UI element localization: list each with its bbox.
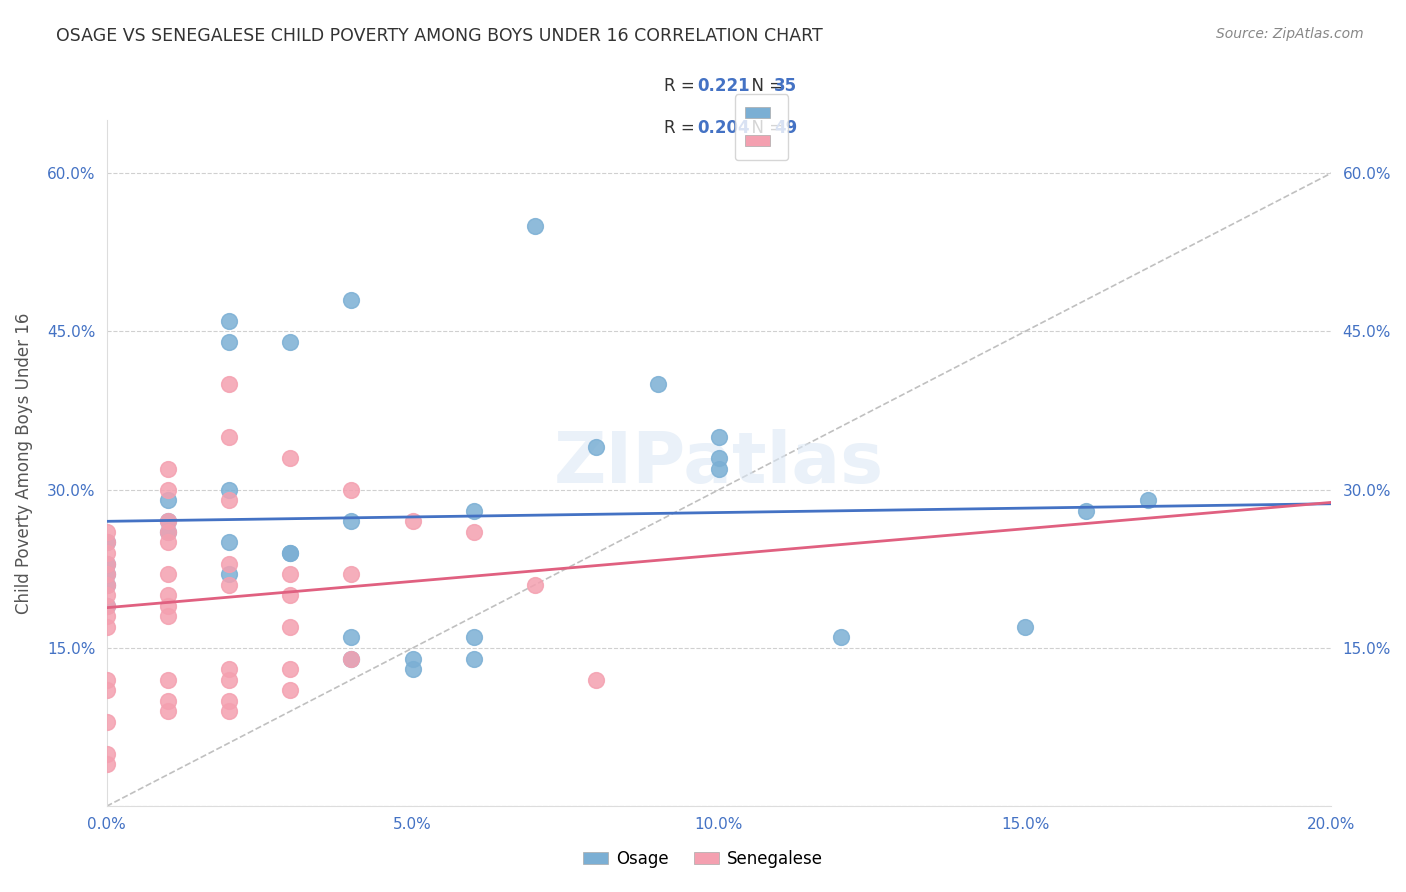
Point — [1136, 493, 1159, 508]
Point — [156, 514, 179, 528]
Point — [218, 483, 240, 497]
Point — [96, 557, 118, 571]
Point — [218, 567, 240, 582]
Point — [156, 704, 179, 718]
Point — [707, 450, 730, 465]
Point — [340, 651, 363, 665]
Point — [218, 694, 240, 708]
Point — [96, 577, 118, 591]
Point — [340, 293, 363, 307]
Point — [463, 504, 485, 518]
Point — [96, 673, 118, 687]
Text: ZIPatlas: ZIPatlas — [554, 429, 884, 498]
Point — [463, 631, 485, 645]
Point — [96, 757, 118, 772]
Point — [96, 599, 118, 613]
Point — [278, 567, 301, 582]
Point — [218, 673, 240, 687]
Point — [218, 535, 240, 549]
Point — [156, 514, 179, 528]
Point — [647, 377, 669, 392]
Point — [218, 704, 240, 718]
Point — [156, 493, 179, 508]
Legend: Osage, Senegalese: Osage, Senegalese — [576, 844, 830, 875]
Point — [96, 567, 118, 582]
Text: 0.204: 0.204 — [697, 119, 749, 136]
Point — [402, 514, 425, 528]
Point — [585, 441, 607, 455]
Point — [278, 683, 301, 698]
Point — [96, 683, 118, 698]
Point — [96, 577, 118, 591]
Point — [402, 651, 425, 665]
Point — [707, 430, 730, 444]
Point — [218, 493, 240, 508]
Point — [340, 483, 363, 497]
Point — [278, 546, 301, 560]
Point — [278, 546, 301, 560]
Text: R =: R = — [664, 119, 700, 136]
Text: OSAGE VS SENEGALESE CHILD POVERTY AMONG BOYS UNDER 16 CORRELATION CHART: OSAGE VS SENEGALESE CHILD POVERTY AMONG … — [56, 27, 823, 45]
Point — [156, 694, 179, 708]
Point — [218, 577, 240, 591]
Point — [524, 219, 547, 233]
Point — [218, 334, 240, 349]
Point — [96, 557, 118, 571]
Point — [278, 334, 301, 349]
Text: 0.221: 0.221 — [697, 78, 749, 95]
Point — [96, 546, 118, 560]
Point — [524, 577, 547, 591]
Point — [96, 747, 118, 761]
Point — [278, 620, 301, 634]
Point — [96, 620, 118, 634]
Point — [278, 662, 301, 676]
Point — [96, 535, 118, 549]
Point — [340, 567, 363, 582]
Point — [278, 450, 301, 465]
Text: R =: R = — [664, 78, 700, 95]
Point — [218, 662, 240, 676]
Text: N =: N = — [741, 119, 789, 136]
Point — [278, 588, 301, 602]
Text: N =: N = — [741, 78, 789, 95]
Point — [156, 524, 179, 539]
Point — [96, 535, 118, 549]
Point — [156, 483, 179, 497]
Text: 49: 49 — [775, 119, 797, 136]
Point — [96, 567, 118, 582]
Point — [96, 524, 118, 539]
Legend: , : , — [735, 95, 789, 161]
Point — [218, 377, 240, 392]
Point — [218, 314, 240, 328]
Point — [156, 461, 179, 475]
Point — [156, 673, 179, 687]
Point — [585, 673, 607, 687]
Point — [707, 461, 730, 475]
Point — [156, 599, 179, 613]
Point — [463, 651, 485, 665]
Point — [156, 524, 179, 539]
Point — [96, 599, 118, 613]
Point — [463, 524, 485, 539]
Text: 35: 35 — [775, 78, 797, 95]
Point — [1076, 504, 1098, 518]
Point — [156, 535, 179, 549]
Point — [1014, 620, 1036, 634]
Point — [96, 714, 118, 729]
Point — [96, 588, 118, 602]
Point — [830, 631, 852, 645]
Text: Source: ZipAtlas.com: Source: ZipAtlas.com — [1216, 27, 1364, 41]
Point — [340, 651, 363, 665]
Point — [340, 514, 363, 528]
Point — [156, 609, 179, 624]
Point — [156, 567, 179, 582]
Point — [340, 631, 363, 645]
Point — [96, 609, 118, 624]
Point — [218, 430, 240, 444]
Y-axis label: Child Poverty Among Boys Under 16: Child Poverty Among Boys Under 16 — [15, 312, 32, 614]
Point — [218, 557, 240, 571]
Point — [402, 662, 425, 676]
Point — [156, 588, 179, 602]
